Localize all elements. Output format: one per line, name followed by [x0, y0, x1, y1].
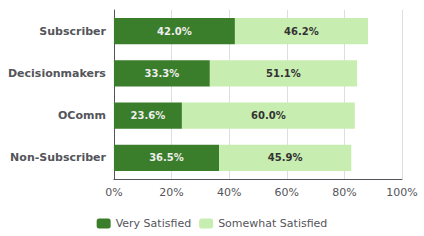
svg-text:46.2%: 46.2%	[284, 26, 319, 37]
svg-text:60.0%: 60.0%	[251, 110, 286, 121]
svg-text:36.5%: 36.5%	[149, 152, 184, 163]
svg-text:100%: 100%	[386, 186, 417, 199]
svg-text:0%: 0%	[105, 186, 122, 199]
svg-text:Very Satisfied: Very Satisfied	[116, 217, 191, 230]
svg-text:40%: 40%	[217, 186, 241, 199]
svg-text:Non-Subscriber: Non-Subscriber	[10, 151, 106, 164]
svg-text:33.3%: 33.3%	[145, 68, 180, 79]
svg-text:60%: 60%	[275, 186, 299, 199]
svg-text:Subscriber: Subscriber	[39, 25, 106, 38]
svg-text:OComm: OComm	[58, 109, 106, 122]
svg-text:Decisionmakers: Decisionmakers	[8, 67, 106, 80]
svg-text:20%: 20%	[159, 186, 183, 199]
svg-text:45.9%: 45.9%	[268, 152, 303, 163]
svg-text:51.1%: 51.1%	[266, 68, 301, 79]
svg-text:Somewhat Satisfied: Somewhat Satisfied	[218, 217, 327, 230]
svg-text:80%: 80%	[332, 186, 356, 199]
svg-text:42.0%: 42.0%	[157, 26, 192, 37]
svg-text:23.6%: 23.6%	[131, 110, 166, 121]
